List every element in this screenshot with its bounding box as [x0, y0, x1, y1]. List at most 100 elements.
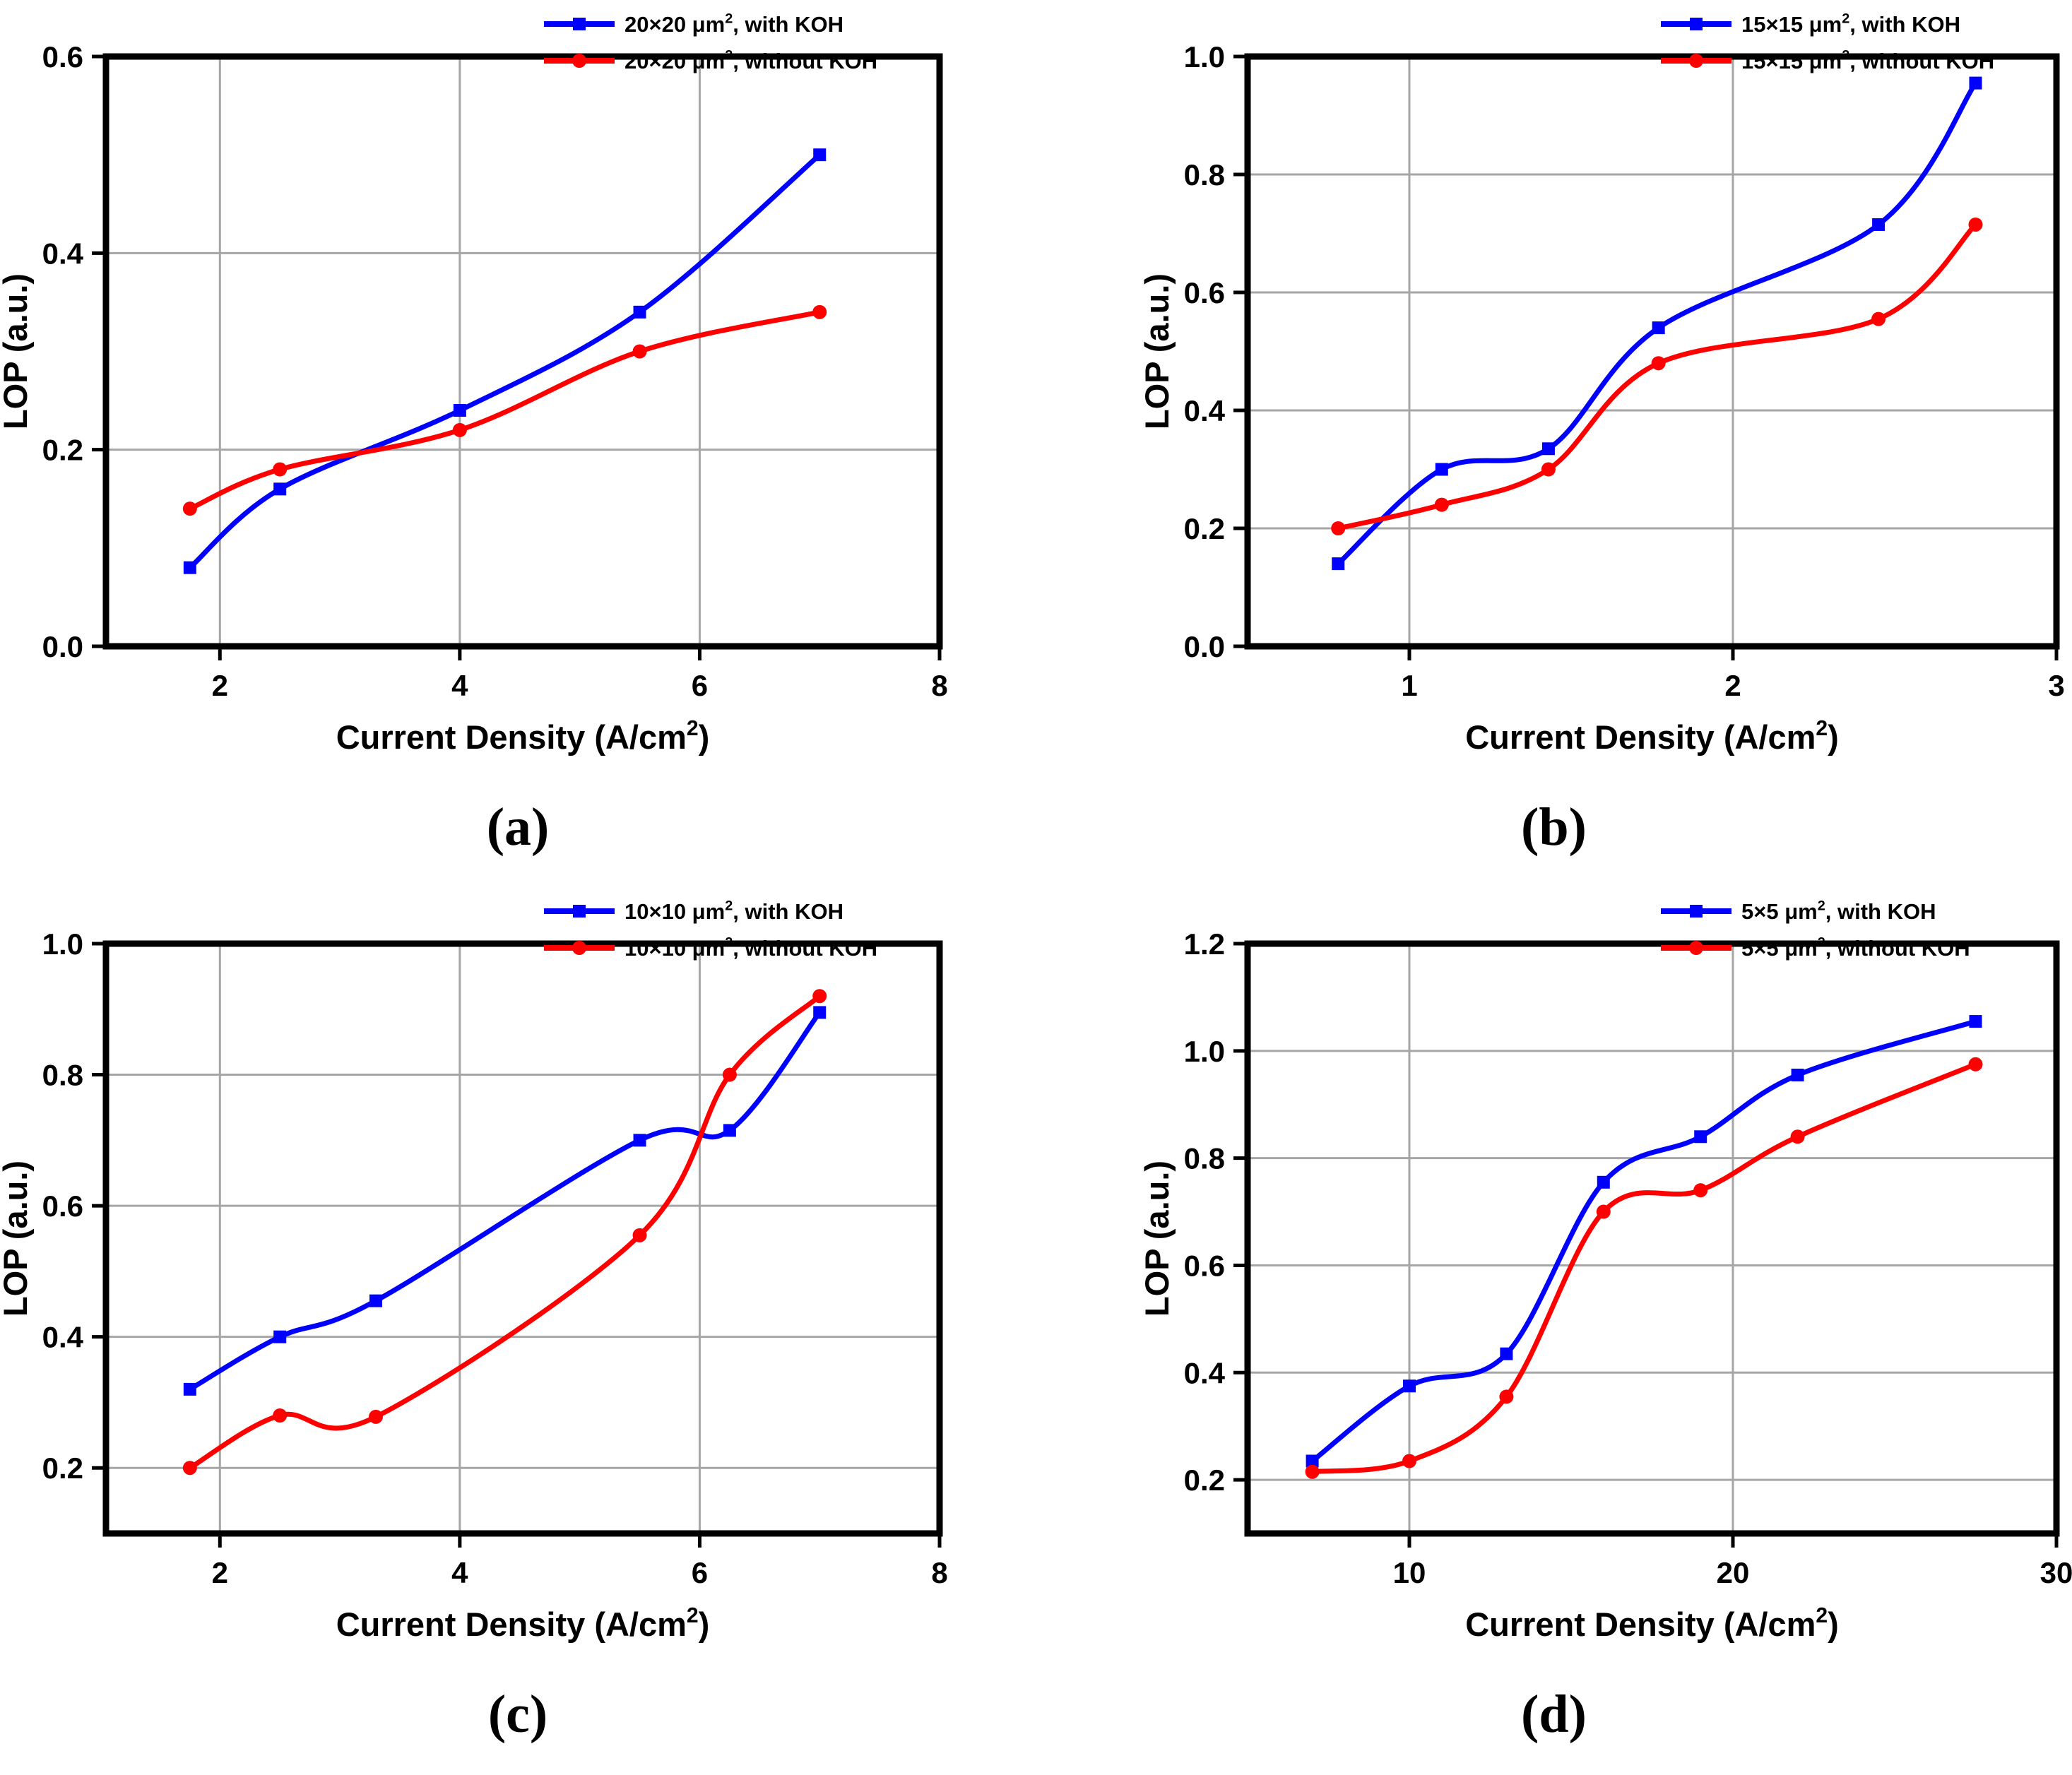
plot-border — [1244, 53, 2060, 650]
data-point-circle — [1651, 356, 1666, 371]
gridlines — [1248, 57, 2056, 646]
data-point-circle — [182, 1461, 197, 1476]
x-axis-title: Current Density (A/cm2) — [1465, 1604, 1839, 1643]
x-tick-label: 20 — [1717, 1556, 1750, 1589]
legend-marker-square — [1690, 905, 1703, 918]
panel-b: 15×15 μm2, with KOH 15×15 μm2, without KO… — [1036, 0, 2072, 887]
x-tick-label: 6 — [692, 1556, 708, 1589]
x-tick-label: 8 — [931, 669, 947, 702]
axes — [92, 53, 943, 660]
data-point-square — [453, 404, 466, 417]
legend-item — [1661, 905, 1731, 918]
y-tick-label: 0.2 — [42, 1452, 83, 1485]
y-tick-label: 0.2 — [1184, 1464, 1225, 1497]
series-line-without-koh — [187, 309, 822, 511]
legend: 10×10 μm2, with KOH 10×10 μm2, without KO… — [544, 898, 877, 961]
data-point-square — [1872, 218, 1885, 231]
y-tick-label: 0.4 — [1184, 1356, 1226, 1389]
legend-item — [1661, 18, 1731, 30]
plot-border — [1244, 940, 2060, 1537]
legend-label: 10×10 μm2, without KOH — [624, 935, 877, 961]
data-point-circle — [1693, 1183, 1708, 1198]
y-tick-label: 0.2 — [42, 434, 83, 467]
axis-labels: 1 2 3 0.0 0.2 0.4 0.6 0.8 1.0 Current Density (A/… — [1138, 40, 2065, 756]
series-group — [182, 148, 827, 574]
legend-item — [1661, 941, 1731, 955]
x-tick-label: 2 — [212, 669, 228, 702]
gridlines — [1248, 944, 2056, 1533]
series-group — [1331, 76, 1983, 571]
y-axis-title: LOP (a.u.) — [0, 273, 34, 429]
axis-labels: 10 20 30 0.2 0.4 0.6 0.8 1.0 1.2 Current Density … — [1138, 927, 2072, 1643]
axes — [92, 940, 943, 1548]
data-point-circle — [1305, 1464, 1320, 1479]
data-point-circle — [452, 422, 467, 437]
legend-item — [544, 18, 615, 30]
panel-caption-b: (b) — [1521, 797, 1587, 857]
gridlines — [106, 57, 940, 646]
data-point-square — [273, 1330, 287, 1343]
data-point-circle — [722, 1067, 737, 1082]
legend-marker-circle — [1689, 54, 1703, 68]
y-tick-label: 0.0 — [1184, 630, 1225, 663]
data-point-square — [1597, 1175, 1610, 1189]
data-point-square — [1541, 442, 1555, 456]
y-tick-label: 0.6 — [42, 40, 83, 73]
data-point-circle — [1790, 1129, 1805, 1144]
data-point-circle — [1402, 1454, 1416, 1468]
series-line-without-koh — [1310, 1062, 1978, 1475]
data-point-circle — [1434, 497, 1449, 512]
data-point-circle — [632, 344, 647, 359]
data-point-circle — [812, 304, 827, 319]
data-point-circle — [632, 1228, 647, 1242]
data-point-circle — [1968, 217, 1983, 232]
chart-b-svg: 15×15 μm2, with KOH 15×15 μm2, without KO… — [1138, 11, 2065, 756]
series-line-without-koh — [187, 993, 822, 1471]
data-point-circle — [812, 989, 827, 1004]
panel-c: 10×10 μm2, with KOH 10×10 μm2, without KO… — [0, 887, 1036, 1775]
x-tick-label: 4 — [451, 669, 468, 702]
data-point-square — [1500, 1347, 1513, 1360]
series-line-with-koh — [1310, 1019, 1978, 1464]
data-point-square — [1403, 1379, 1416, 1393]
axis-labels: 2 4 6 8 0.0 0.2 0.4 0.6 Current Density (A/cm2) L… — [0, 40, 948, 756]
data-point-square — [1791, 1068, 1804, 1081]
x-tick-label: 2 — [1724, 669, 1741, 702]
data-point-square — [633, 305, 646, 319]
data-point-circle — [1968, 1057, 1983, 1071]
y-tick-label: 0.8 — [42, 1059, 83, 1092]
chart-a-svg: 20×20 μm2, with KOH 20×20 μm2, without KO… — [0, 11, 948, 756]
panel-a: 20×20 μm2, with KOH 20×20 μm2, without KO… — [0, 0, 1036, 887]
series-line-without-koh — [1335, 222, 1978, 531]
axes — [1233, 53, 2060, 660]
legend: 15×15 μm2, with KOH 15×15 μm2, without KO… — [1661, 11, 1994, 73]
axes — [1233, 940, 2060, 1548]
data-point-square — [1306, 1454, 1319, 1468]
data-point-circle — [1871, 311, 1886, 326]
legend-item — [544, 54, 615, 68]
legend-item — [544, 941, 615, 955]
y-tick-label: 0.8 — [1184, 158, 1225, 191]
data-point-square — [183, 561, 196, 574]
y-tick-label: 0.8 — [1184, 1142, 1225, 1175]
legend-label: 10×10 μm2, with KOH — [624, 898, 843, 924]
x-axis-title: Current Density (A/cm2) — [336, 717, 710, 756]
x-tick-label: 1 — [1401, 669, 1417, 702]
data-point-square — [1969, 1015, 1982, 1028]
legend-marker-circle — [572, 941, 586, 955]
legend-item — [1661, 54, 1731, 68]
data-point-circle — [273, 1408, 288, 1423]
data-point-circle — [369, 1409, 384, 1424]
data-point-square — [813, 1006, 827, 1019]
legend-item — [544, 905, 615, 918]
legend: 5×5 μm2, with KOH 5×5 μm2, without KOH — [1661, 898, 1970, 961]
data-point-square — [1652, 321, 1665, 335]
y-tick-label: 0.6 — [1184, 1249, 1225, 1282]
data-point-square — [183, 1382, 196, 1396]
panel-caption-a: (a) — [486, 797, 550, 857]
series-group — [182, 989, 827, 1476]
data-point-square — [1969, 76, 1982, 90]
legend-marker-square — [1690, 18, 1703, 30]
x-axis-title: Current Density (A/cm2) — [1465, 717, 1839, 756]
legend-marker-circle — [1689, 941, 1703, 955]
